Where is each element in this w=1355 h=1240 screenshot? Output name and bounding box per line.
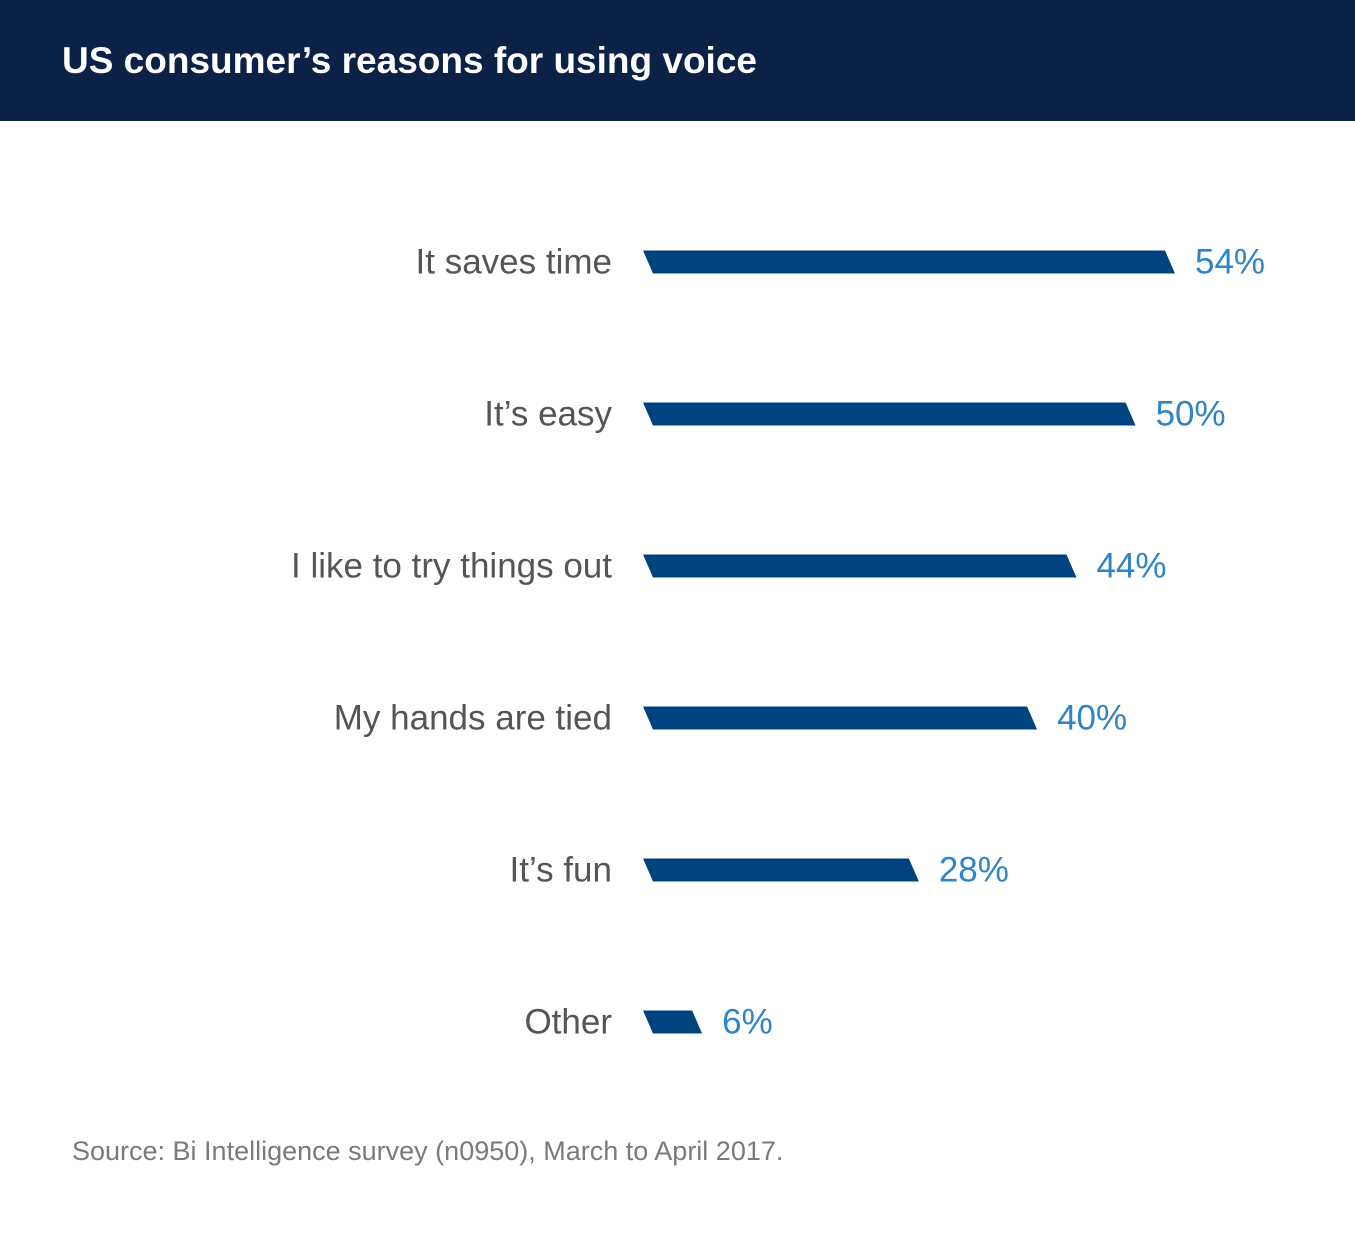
value-label-3: 40% bbox=[1057, 699, 1127, 738]
value-label-2: 44% bbox=[1096, 547, 1166, 586]
value-label-1: 50% bbox=[1156, 395, 1226, 434]
bar-3 bbox=[643, 706, 1038, 730]
value-label-5: 6% bbox=[722, 1003, 773, 1042]
value-label-4: 28% bbox=[939, 851, 1009, 890]
bar-5 bbox=[643, 1010, 703, 1034]
bar-1 bbox=[643, 402, 1136, 426]
bar-chart: It saves time 54% It’s easy 50% I like to tr… bbox=[0, 121, 1355, 1121]
source-note: Source: Bi Intelligence survey (n0950), … bbox=[72, 1136, 784, 1166]
category-label-3: My hands are tied bbox=[334, 699, 612, 738]
category-label-5: Other bbox=[524, 1003, 612, 1042]
bar-4 bbox=[643, 858, 919, 882]
category-label-4: It’s fun bbox=[510, 851, 612, 890]
chart-title: US consumer’s reasons for using voice bbox=[62, 40, 757, 81]
category-label-2: I like to try things out bbox=[291, 547, 612, 586]
bar-chart-svg: It saves time 54% It’s easy 50% I like to tr… bbox=[291, 243, 1265, 1042]
category-label-0: It saves time bbox=[416, 243, 612, 282]
category-label-1: It’s easy bbox=[484, 395, 612, 434]
bar-0 bbox=[643, 250, 1175, 274]
chart-header: US consumer’s reasons for using voice bbox=[0, 0, 1355, 121]
bar-2 bbox=[643, 554, 1077, 578]
value-label-0: 54% bbox=[1195, 243, 1265, 282]
